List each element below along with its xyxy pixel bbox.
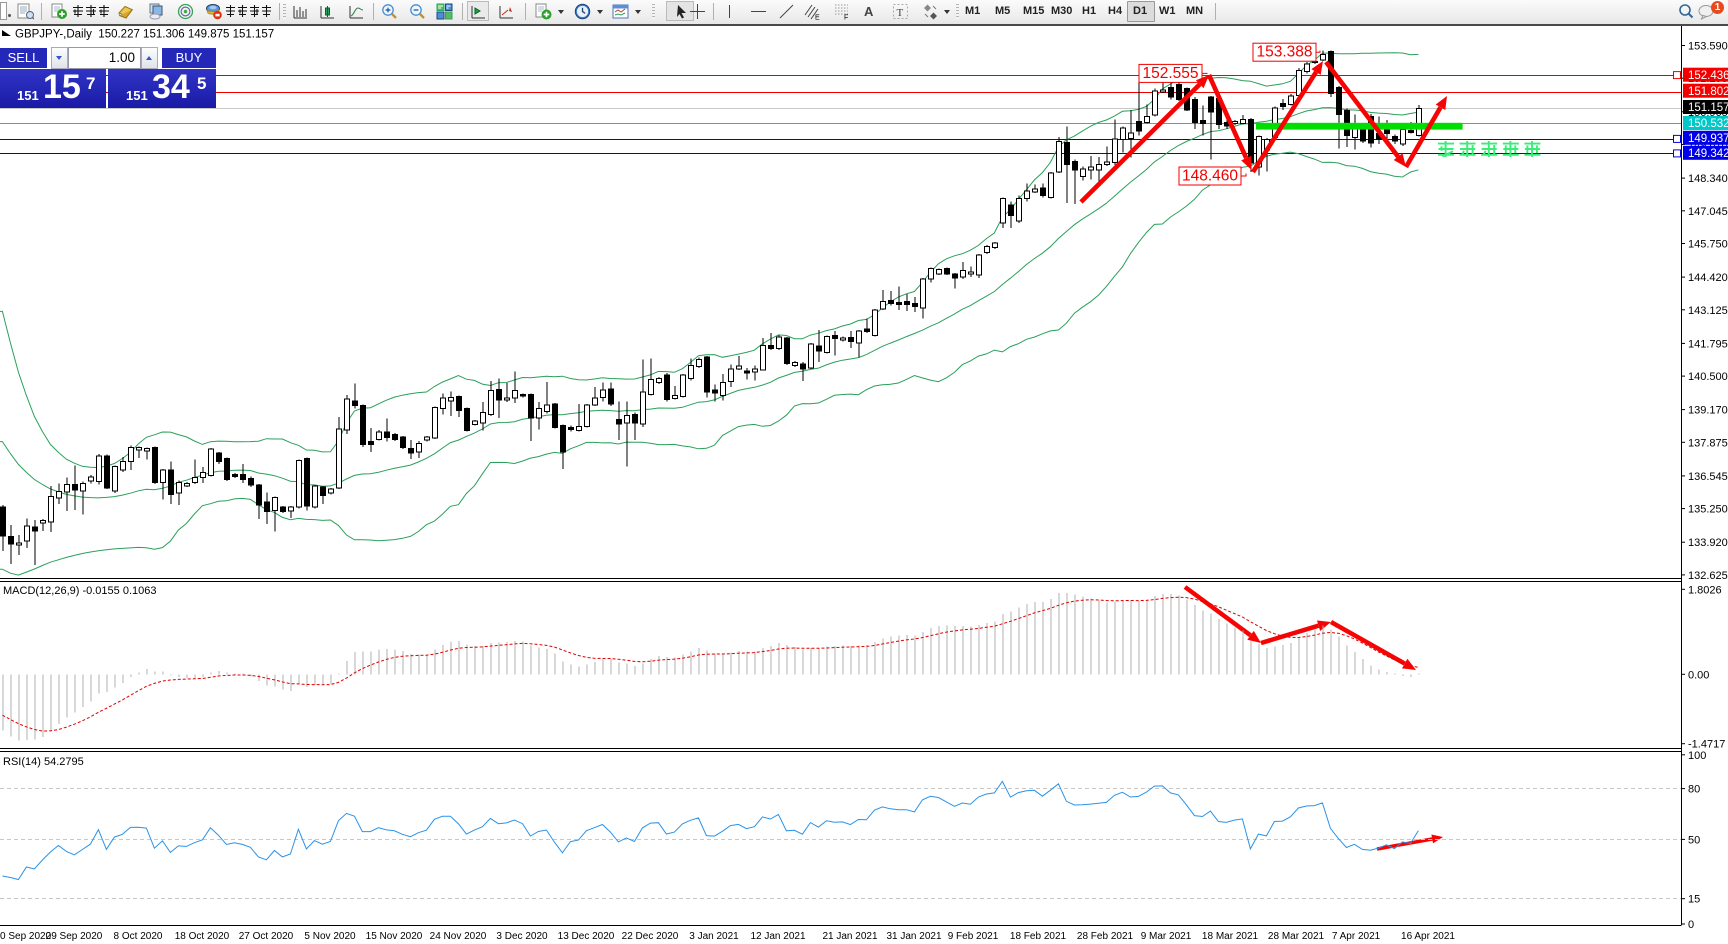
svg-text:152.436: 152.436 bbox=[1688, 70, 1728, 82]
svg-text:149.937: 149.937 bbox=[1688, 133, 1728, 145]
svg-text:144.420: 144.420 bbox=[1688, 272, 1728, 284]
svg-text:80: 80 bbox=[1688, 784, 1700, 796]
svg-text:5 Nov 2020: 5 Nov 2020 bbox=[304, 931, 356, 942]
svg-text:8 Oct 2020: 8 Oct 2020 bbox=[114, 931, 163, 942]
svg-text:E: E bbox=[815, 15, 820, 21]
svg-text:RSI(14) 54.2795: RSI(14) 54.2795 bbox=[3, 756, 84, 768]
svg-text:24 Nov 2020: 24 Nov 2020 bbox=[430, 931, 487, 942]
svg-text:13 Dec 2020: 13 Dec 2020 bbox=[558, 931, 615, 942]
svg-text:31 Jan 2021: 31 Jan 2021 bbox=[886, 931, 941, 942]
svg-text:9 Mar 2021: 9 Mar 2021 bbox=[1141, 931, 1192, 942]
svg-text:0 Sep 2020: 0 Sep 2020 bbox=[0, 931, 52, 942]
svg-text:-1.4717: -1.4717 bbox=[1688, 739, 1725, 751]
svg-text:147.045: 147.045 bbox=[1688, 206, 1728, 218]
svg-text:139.170: 139.170 bbox=[1688, 405, 1728, 417]
svg-text:15: 15 bbox=[1688, 894, 1700, 906]
svg-text:153.590: 153.590 bbox=[1688, 41, 1728, 53]
svg-text:0.00: 0.00 bbox=[1688, 669, 1709, 681]
svg-text:15 Nov 2020: 15 Nov 2020 bbox=[366, 931, 423, 942]
svg-text:151.157: 151.157 bbox=[1688, 102, 1728, 114]
svg-text:16 Apr 2021: 16 Apr 2021 bbox=[1401, 931, 1455, 942]
svg-text:100: 100 bbox=[1688, 750, 1706, 762]
svg-text:3 Dec 2020: 3 Dec 2020 bbox=[496, 931, 548, 942]
svg-text:27 Oct 2020: 27 Oct 2020 bbox=[239, 931, 294, 942]
svg-text:22 Dec 2020: 22 Dec 2020 bbox=[622, 931, 679, 942]
svg-text:GBPJPY-,Daily 150.227 151.306: GBPJPY-,Daily 150.227 151.306 149.875 15… bbox=[15, 29, 274, 41]
svg-text:18 Mar 2021: 18 Mar 2021 bbox=[1202, 931, 1259, 942]
svg-text:143.125: 143.125 bbox=[1688, 305, 1728, 317]
svg-text:149.342: 149.342 bbox=[1688, 148, 1728, 160]
svg-text:3 Jan 2021: 3 Jan 2021 bbox=[689, 931, 739, 942]
svg-text:50: 50 bbox=[1688, 834, 1700, 846]
svg-text:136.545: 136.545 bbox=[1688, 471, 1728, 483]
svg-text:148.460: 148.460 bbox=[1182, 168, 1238, 185]
svg-text:12 Jan 2021: 12 Jan 2021 bbox=[750, 931, 805, 942]
svg-text:18 Oct 2020: 18 Oct 2020 bbox=[175, 931, 230, 942]
svg-text:135.250: 135.250 bbox=[1688, 504, 1728, 516]
svg-text:145.750: 145.750 bbox=[1688, 239, 1728, 251]
svg-text:153.388: 153.388 bbox=[1256, 44, 1312, 61]
svg-text:MACD(12,26,9) -0.0155 0.1063: MACD(12,26,9) -0.0155 0.1063 bbox=[3, 585, 156, 597]
svg-text:148.340: 148.340 bbox=[1688, 173, 1728, 185]
svg-text:29 Sep 2020: 29 Sep 2020 bbox=[46, 931, 103, 942]
svg-text:18 Feb 2021: 18 Feb 2021 bbox=[1010, 931, 1067, 942]
svg-text:F: F bbox=[844, 15, 848, 21]
svg-text:140.500: 140.500 bbox=[1688, 371, 1728, 383]
svg-text:137.875: 137.875 bbox=[1688, 437, 1728, 449]
svg-text:21 Jan 2021: 21 Jan 2021 bbox=[822, 931, 877, 942]
svg-text:150.532: 150.532 bbox=[1688, 118, 1728, 130]
svg-text:28 Mar 2021: 28 Mar 2021 bbox=[1268, 931, 1325, 942]
svg-text:152.555: 152.555 bbox=[1142, 65, 1198, 82]
svg-text:9 Feb 2021: 9 Feb 2021 bbox=[948, 931, 999, 942]
svg-text:T: T bbox=[897, 7, 904, 19]
svg-text:141.795: 141.795 bbox=[1688, 338, 1728, 350]
svg-text:28 Feb 2021: 28 Feb 2021 bbox=[1077, 931, 1134, 942]
svg-text:7 Apr 2021: 7 Apr 2021 bbox=[1332, 931, 1381, 942]
svg-text:151.802: 151.802 bbox=[1688, 86, 1728, 98]
svg-text:132.625: 132.625 bbox=[1688, 570, 1728, 582]
svg-text:1.8026: 1.8026 bbox=[1688, 584, 1722, 596]
svg-text:0: 0 bbox=[1688, 919, 1694, 931]
svg-text:133.920: 133.920 bbox=[1688, 537, 1728, 549]
